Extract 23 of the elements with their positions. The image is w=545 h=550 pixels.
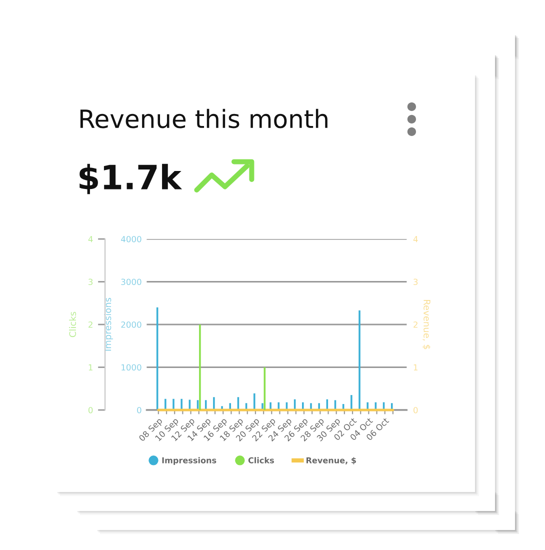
y3-tick-label: 2 bbox=[88, 321, 92, 328]
y3-tick-label: 0 bbox=[88, 406, 93, 414]
y3-tick-label: 3 bbox=[88, 278, 93, 286]
y-tick-label: 3000 bbox=[121, 278, 142, 286]
y-axis-title: Impressions bbox=[104, 298, 113, 351]
y3-axis-title: Clicks bbox=[69, 312, 76, 338]
y2-axis-title: Revenue, $ bbox=[422, 300, 431, 350]
legend-label: Impressions bbox=[162, 457, 216, 465]
legend-label: Clicks bbox=[248, 457, 274, 464]
y3-tick-label: 1 bbox=[88, 364, 92, 370]
legend-label: Revenue, $ bbox=[306, 457, 356, 464]
y3-tick-label: 4 bbox=[88, 236, 93, 242]
y-tick-label: 4000 bbox=[121, 236, 142, 242]
chart-subtitle: $1.7k bbox=[80, 164, 182, 194]
y-tick-label: 1000 bbox=[122, 364, 142, 371]
y-tick-label: 0 bbox=[137, 406, 142, 414]
y2-tick-label: 2 bbox=[414, 321, 418, 328]
chart-title: Revenue this month bbox=[80, 108, 328, 128]
y2-tick-label: 4 bbox=[413, 236, 418, 242]
y2-tick-label: 0 bbox=[414, 406, 418, 414]
y2-tick-label: 3 bbox=[414, 278, 418, 286]
y-tick-label: 2000 bbox=[121, 321, 142, 328]
y2-tick-label: 1 bbox=[414, 364, 418, 370]
